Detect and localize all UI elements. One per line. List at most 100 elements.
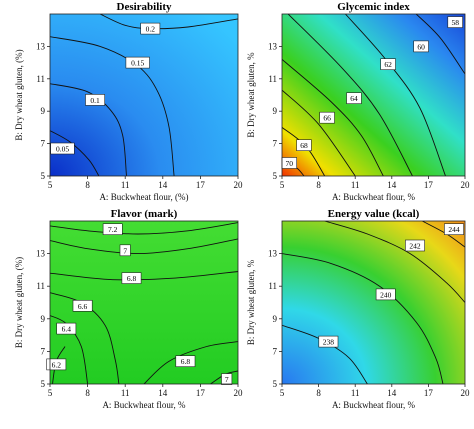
contour-label-4: 6.6 bbox=[78, 302, 88, 311]
contour-label-box-4 bbox=[346, 92, 362, 104]
contour-label-box-4 bbox=[444, 223, 464, 235]
x-tick-label: 17 bbox=[424, 180, 434, 190]
y-tick-label: 7 bbox=[273, 139, 278, 149]
contour-label-box-4 bbox=[140, 22, 161, 35]
contour-label-6: 60 bbox=[417, 42, 425, 51]
contour-label-box-6 bbox=[46, 358, 67, 371]
y-tick-label: 7 bbox=[273, 346, 278, 356]
contour-line-6 bbox=[345, 14, 446, 176]
y-tick-label: 13 bbox=[36, 249, 46, 259]
contour-label-box-4 bbox=[72, 299, 93, 312]
contour-label-box-2 bbox=[375, 288, 396, 301]
y-tick-label: 5 bbox=[41, 171, 46, 181]
x-tick-label: 5 bbox=[280, 388, 285, 398]
contour-label-box-7 bbox=[447, 16, 463, 28]
plot-area bbox=[282, 221, 465, 384]
x-axis-label: A: Buckwheat flour, % bbox=[102, 400, 186, 410]
contour-label-box-8 bbox=[221, 373, 233, 385]
contour-label-box-1 bbox=[102, 223, 123, 235]
contour-label-1: 7.2 bbox=[108, 225, 118, 234]
x-tick-label: 8 bbox=[85, 388, 90, 398]
x-tick-label: 14 bbox=[158, 388, 168, 398]
x-tick-label: 17 bbox=[196, 180, 206, 190]
contour-label-box-3 bbox=[405, 239, 425, 252]
contour-label-1: 0.05 bbox=[56, 145, 69, 154]
contour-label-7: 6.8 bbox=[181, 357, 191, 366]
contour-line-2 bbox=[50, 238, 238, 255]
y-tick-label: 5 bbox=[41, 379, 46, 389]
x-tick-label: 14 bbox=[387, 180, 397, 190]
x-tick-label: 17 bbox=[424, 388, 434, 398]
contour-label-box-5 bbox=[380, 58, 396, 71]
contour-label-2: 240 bbox=[380, 290, 392, 299]
contour-label-box-6 bbox=[413, 40, 429, 53]
y-tick-label: 9 bbox=[273, 106, 278, 116]
contour-label-6: 6.2 bbox=[52, 360, 62, 369]
y-tick-label: 9 bbox=[273, 314, 278, 324]
contour-label-box-2 bbox=[119, 244, 131, 257]
x-tick-label: 20 bbox=[234, 180, 244, 190]
y-tick-label: 11 bbox=[36, 281, 45, 291]
contour-line-4 bbox=[50, 292, 120, 384]
panel-title: Desirability bbox=[117, 1, 172, 13]
contour-label-2: 0.1 bbox=[90, 96, 100, 105]
y-tick-label: 11 bbox=[36, 74, 45, 84]
contour-label-1: 70 bbox=[286, 159, 294, 168]
contour-label-box-3 bbox=[125, 56, 150, 69]
y-tick-label: 11 bbox=[268, 74, 277, 84]
panel-title: Glycemic index bbox=[337, 1, 410, 13]
y-tick-label: 5 bbox=[273, 379, 278, 389]
y-tick-label: 13 bbox=[268, 249, 278, 259]
contour-label-8: 7 bbox=[225, 375, 229, 384]
contour-label-box-7 bbox=[175, 355, 196, 368]
contour-label-2: 68 bbox=[300, 141, 308, 150]
x-tick-label: 14 bbox=[158, 180, 168, 190]
x-tick-label: 5 bbox=[48, 180, 53, 190]
x-tick-label: 5 bbox=[48, 388, 53, 398]
x-tick-label: 11 bbox=[121, 180, 130, 190]
contour-lines bbox=[50, 222, 238, 384]
x-tick-label: 14 bbox=[387, 388, 397, 398]
contour-label-7: 58 bbox=[451, 18, 459, 27]
x-tick-label: 20 bbox=[461, 388, 471, 398]
contour-label-box-2 bbox=[85, 94, 106, 106]
contour-label-box-1 bbox=[50, 142, 75, 155]
x-tick-label: 11 bbox=[351, 180, 360, 190]
y-tick-label: 5 bbox=[273, 171, 278, 181]
x-tick-label: 5 bbox=[280, 180, 285, 190]
panel-4: 238 240 242 244 Energy value (kcal) 5 8 11 14 17 2… bbox=[246, 208, 470, 410]
x-tick-label: 20 bbox=[461, 180, 471, 190]
contour-line-4 bbox=[282, 59, 384, 176]
y-axis-label: B: Dry wheat gluten, % bbox=[246, 259, 256, 345]
contour-label-box-3 bbox=[319, 111, 335, 124]
contour-line-2 bbox=[282, 253, 444, 384]
panel-3: 7.2 7 6.8 6.6 6.4 6.2 6.8 7 Flavor (mark) 5 8 11 14 1… bbox=[14, 208, 243, 410]
contour-line-3 bbox=[50, 36, 175, 176]
x-axis-label: A: Buckwheat flour, % bbox=[332, 192, 416, 202]
panel-title: Energy value (kcal) bbox=[328, 208, 420, 220]
x-tick-label: 8 bbox=[316, 180, 321, 190]
contour-label-3: 0.15 bbox=[131, 59, 144, 68]
panel-1: 0.05 0.1 0.15 0.2 Desirability 5 8 11 14 17 20 5 7 9 1… bbox=[14, 1, 243, 202]
plot-area bbox=[50, 14, 238, 176]
y-axis-label: B: Dry wheat gluten, % bbox=[246, 52, 256, 138]
contour-label-3: 242 bbox=[409, 242, 421, 251]
x-tick-label: 8 bbox=[316, 388, 321, 398]
y-tick-label: 11 bbox=[268, 281, 277, 291]
contour-line-7 bbox=[143, 341, 238, 384]
contour-label-5: 62 bbox=[384, 60, 392, 69]
contour-label-box-5 bbox=[56, 322, 77, 335]
contour-line-2 bbox=[50, 83, 127, 176]
contour-label-3: 6.8 bbox=[127, 274, 137, 283]
y-axis-label: B: Dry wheat gluten, (%) bbox=[14, 49, 24, 140]
contour-label-5: 6.4 bbox=[62, 325, 72, 334]
contour-line-7 bbox=[415, 14, 465, 75]
plot-frame bbox=[281, 13, 466, 177]
contour-label-1: 238 bbox=[323, 338, 335, 347]
y-tick-label: 13 bbox=[36, 41, 46, 51]
x-tick-label: 8 bbox=[85, 180, 90, 190]
x-axis-label: A: Buckwheat flour, (%) bbox=[99, 192, 188, 202]
plot-frame bbox=[49, 13, 239, 177]
contour-label-box-2 bbox=[296, 139, 312, 151]
